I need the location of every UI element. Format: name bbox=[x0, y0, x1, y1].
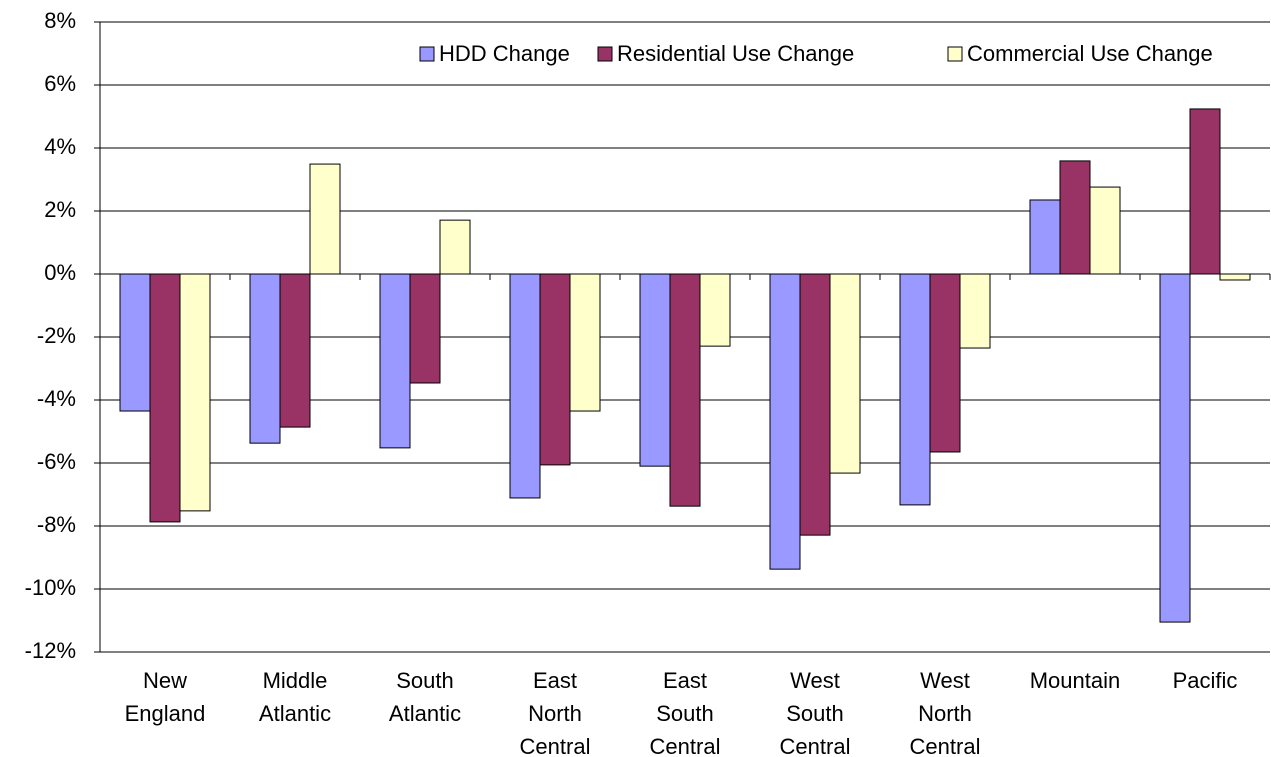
bar bbox=[1159, 273, 1191, 623]
bar bbox=[149, 273, 181, 523]
x-tick-label: New England bbox=[125, 668, 206, 726]
x-tick-label-line: West bbox=[920, 668, 970, 693]
bar bbox=[279, 273, 311, 428]
y-tick-label: 4% bbox=[44, 134, 76, 159]
y-tick-label: 0% bbox=[44, 260, 76, 285]
y-tick-label: 2% bbox=[44, 197, 76, 222]
x-tick-label-line: Central bbox=[780, 734, 851, 757]
bar bbox=[539, 273, 571, 466]
x-tick-label: Pacific bbox=[1173, 668, 1238, 693]
x-tick-label: West North Central bbox=[910, 668, 981, 757]
y-tick-label: -8% bbox=[37, 512, 76, 537]
x-tick-label-line: Central bbox=[650, 734, 721, 757]
bar bbox=[1059, 160, 1091, 275]
y-tick-label: 6% bbox=[44, 71, 76, 96]
x-tick-label-line: South bbox=[786, 701, 844, 726]
bar bbox=[1089, 186, 1121, 275]
y-tick-label: -2% bbox=[37, 323, 76, 348]
bar bbox=[309, 163, 341, 275]
x-tick-label-line: Atlantic bbox=[259, 701, 331, 726]
legend-label: HDD Change bbox=[439, 41, 570, 66]
x-tick-label: East North Central bbox=[520, 668, 591, 757]
bar bbox=[639, 273, 671, 467]
y-tick-label: -6% bbox=[37, 449, 76, 474]
x-tick-label-line: Middle bbox=[263, 668, 328, 693]
bar bbox=[769, 273, 801, 570]
x-tick-label-line: East bbox=[533, 668, 577, 693]
bar bbox=[669, 273, 701, 507]
bar bbox=[569, 273, 601, 412]
x-tick-label-line: Central bbox=[520, 734, 591, 757]
bar bbox=[699, 273, 731, 347]
x-tick-label-line: Central bbox=[910, 734, 981, 757]
y-tick-label: -10% bbox=[25, 575, 76, 600]
x-tick-label-line: West bbox=[790, 668, 840, 693]
legend-label: Commercial Use Change bbox=[967, 41, 1213, 66]
bar bbox=[829, 273, 861, 474]
bar bbox=[119, 273, 151, 412]
bar bbox=[929, 273, 961, 453]
legend-swatch bbox=[597, 46, 613, 62]
x-tick-label-line: New bbox=[143, 668, 187, 693]
legend-swatch bbox=[419, 46, 435, 62]
x-tick-label: South Atlantic bbox=[389, 668, 461, 726]
x-tick-label: Middle Atlantic bbox=[259, 668, 331, 726]
bar bbox=[799, 273, 831, 536]
y-tick-label: -4% bbox=[37, 386, 76, 411]
bar bbox=[509, 273, 541, 499]
x-tick-label: West South Central bbox=[780, 668, 851, 757]
x-tick-label: Mountain bbox=[1030, 668, 1121, 693]
bar bbox=[959, 273, 991, 349]
x-tick-label: East South Central bbox=[650, 668, 721, 757]
x-tick-label-line: East bbox=[663, 668, 707, 693]
x-tick-label-line: Atlantic bbox=[389, 701, 461, 726]
x-tick-label-line: Mountain bbox=[1030, 668, 1121, 693]
x-tick-label-line: England bbox=[125, 701, 206, 726]
y-tick-label: -12% bbox=[25, 638, 76, 663]
legend-swatch bbox=[947, 46, 963, 62]
bar bbox=[179, 273, 211, 512]
bar bbox=[439, 219, 471, 275]
bar bbox=[379, 273, 411, 449]
x-tick-label-line: South bbox=[396, 668, 454, 693]
bar bbox=[1219, 273, 1251, 281]
bar bbox=[249, 273, 281, 444]
x-tick-label-line: South bbox=[656, 701, 714, 726]
x-tick-label-line: Pacific bbox=[1173, 668, 1238, 693]
bar bbox=[1189, 108, 1221, 275]
bar bbox=[409, 273, 441, 384]
bar bbox=[1029, 199, 1061, 275]
x-tick-label-line: North bbox=[918, 701, 972, 726]
bar bbox=[899, 273, 931, 506]
x-tick-label-line: North bbox=[528, 701, 582, 726]
legend-label: Residential Use Change bbox=[617, 41, 854, 66]
y-tick-label: 8% bbox=[44, 8, 76, 33]
